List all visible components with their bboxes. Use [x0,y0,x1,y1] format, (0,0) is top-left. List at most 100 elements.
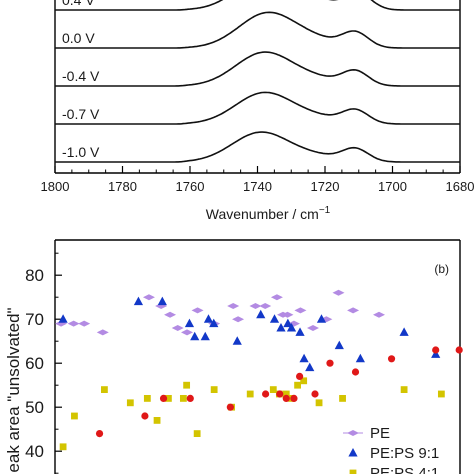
spectrum-trace-3 [55,11,460,49]
data-point-0-9 [191,307,204,314]
x-tick-label-1780: 1780 [108,179,137,194]
data-point-3-7 [282,394,290,402]
data-point-0-13 [249,303,262,309]
data-point-2-0 [59,443,67,451]
data-point-2-13 [269,386,277,393]
data-point-2-4 [143,395,151,402]
x-tick-label-1680: 1680 [446,179,474,194]
data-point-0-20 [306,325,319,331]
spectra-panel: 1800 1780 1760 1740 1720 1700 1680 Wavenumber /… [41,0,474,222]
legend-marker-0 [347,430,359,436]
data-point-1-10 [269,314,280,323]
data-point-1-1 [133,296,144,306]
data-point-0-1 [67,320,80,327]
data-point-3-9 [296,372,304,380]
data-point-1-11 [276,323,286,332]
data-point-3-6 [276,390,284,398]
series-0-points [55,289,385,336]
data-point-0-14 [259,303,272,309]
x-axis-title-superscript: −1 [319,205,331,216]
data-point-2-1 [71,412,78,420]
data-point-2-21 [400,386,408,393]
data-point-2-18 [300,377,308,385]
data-point-2-10 [210,386,218,393]
data-point-2-7 [179,395,187,402]
data-point-3-4 [226,403,234,411]
data-point-2-22 [437,390,445,398]
data-point-2-5 [153,417,161,424]
legend-marker-1 [348,448,358,457]
data-point-3-11 [326,359,334,367]
data-point-2-19 [315,399,323,407]
data-point-3-5 [262,390,270,398]
data-point-0-2 [78,320,91,327]
data-point-0-4 [142,294,155,301]
data-point-1-20 [399,327,409,336]
x-tick-label-1760: 1760 [176,179,205,194]
trace-label-1: -0.7 V [62,106,100,122]
legend-label-2: PE:PS 4:1 [370,465,439,474]
data-point-2-3 [126,399,134,407]
data-point-3-0 [95,430,104,438]
legend-label-1: PE:PS 9:1 [370,445,439,462]
y-tick-label-50: 50 [25,398,44,417]
x-tick-label-1700: 1700 [378,179,407,194]
data-point-0-17 [281,311,294,318]
legend-marker-2 [349,469,357,474]
data-point-1-19 [355,353,365,363]
x-axis-title: Wavenumber / cm−1 [206,205,331,222]
data-point-1-0 [58,314,68,323]
data-point-2-12 [246,390,254,398]
data-point-1-21 [431,349,441,358]
data-point-0-6 [164,311,177,318]
legend: PE PE:PS 9:1 PE:PS 4:1 [343,425,439,474]
data-point-1-2 [157,296,167,306]
data-point-0-19 [294,307,307,314]
data-point-1-8 [232,336,242,345]
trace-label-3: 0.0 V [62,30,95,46]
y-tick-label-60: 60 [25,354,44,373]
series-3-points [95,346,463,438]
data-point-1-7 [209,318,219,328]
data-point-0-24 [373,311,385,318]
series-1-points [58,296,441,372]
data-point-1-9 [256,309,266,319]
data-point-2-6 [165,395,172,402]
data-point-2-9 [193,430,201,437]
data-point-0-12 [232,316,245,323]
data-point-1-3 [184,318,195,328]
data-point-0-8 [181,329,194,336]
spectrum-trace-1 [55,91,460,125]
data-point-0-22 [332,289,345,296]
data-point-0-15 [270,294,283,301]
data-point-0-11 [227,303,240,309]
data-point-3-15 [455,346,463,354]
trace-label-2: -0.4 V [62,68,100,84]
data-point-3-2 [159,394,168,402]
data-point-3-12 [351,368,360,376]
data-point-1-16 [305,362,315,372]
x-tick-label-1740: 1740 [243,179,272,194]
data-point-1-13 [286,323,297,332]
spectrum-trace-4 [55,0,460,11]
data-point-3-3 [186,394,194,402]
data-point-2-15 [282,390,290,398]
data-point-1-14 [295,327,305,336]
spectrum-trace-0 [55,131,460,163]
data-point-3-13 [387,355,396,363]
y-tick-label-80: 80 [25,266,44,285]
data-point-2-2 [101,386,108,393]
peak-area-scatter-panel: 40 50 60 70 80 eak area "unsolvated" (b) PE PE:P… [4,239,463,474]
y-axis-title: eak area "unsolvated" [4,307,23,472]
legend-label-0: PE [370,425,390,442]
data-point-1-18 [334,340,344,350]
data-point-3-14 [432,346,440,354]
spectrum-trace-2 [55,51,460,87]
trace-label-0: -1.0 V [62,144,100,160]
x-axis-title-text: Wavenumber / cm [206,206,319,222]
x-tick-label-1800: 1800 [41,179,70,194]
data-point-0-23 [347,307,360,314]
data-point-1-4 [190,331,200,341]
data-point-2-17 [294,381,301,389]
data-point-1-12 [283,318,293,328]
